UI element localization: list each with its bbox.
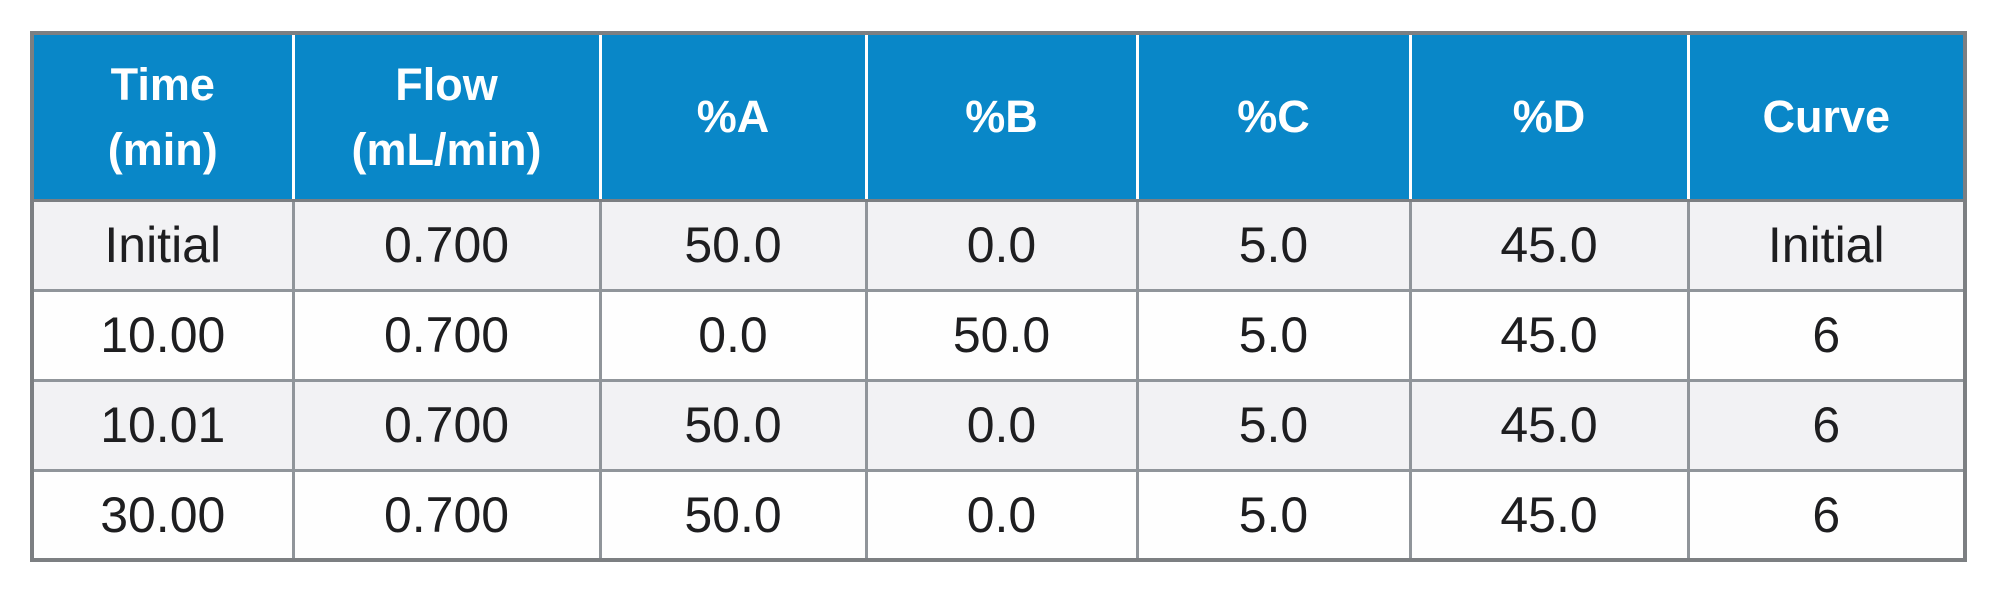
cell-flow: 0.700 — [291, 198, 602, 292]
cell-percent-b: 0.0 — [864, 198, 1139, 292]
table-row: 10.00 0.700 0.0 50.0 5.0 45.0 6 — [30, 288, 1967, 382]
column-header-percent-b: %B — [866, 33, 1139, 202]
cell-percent-d: 45.0 — [1408, 378, 1690, 472]
gradient-method-table: Time (min) Flow (mL/min) %A %B %C %D Cur… — [30, 31, 1967, 562]
cell-percent-c: 5.0 — [1135, 198, 1412, 292]
cell-flow: 0.700 — [291, 468, 602, 562]
cell-time: 30.00 — [30, 468, 295, 562]
cell-curve: Initial — [1686, 198, 1967, 292]
cell-curve: 6 — [1686, 288, 1967, 382]
cell-percent-b: 0.0 — [864, 468, 1139, 562]
column-header-time: Time (min) — [32, 33, 295, 202]
cell-percent-c: 5.0 — [1135, 468, 1412, 562]
header-row: Time (min) Flow (mL/min) %A %B %C %D Cur… — [32, 33, 1965, 202]
column-header-curve: Curve — [1688, 33, 1965, 202]
cell-percent-d: 45.0 — [1408, 288, 1690, 382]
cell-percent-a: 50.0 — [598, 378, 868, 472]
cell-curve: 6 — [1686, 378, 1967, 472]
column-header-flow: Flow (mL/min) — [293, 33, 602, 202]
cell-percent-b: 0.0 — [864, 378, 1139, 472]
cell-time: 10.01 — [30, 378, 295, 472]
cell-flow: 0.700 — [291, 288, 602, 382]
cell-percent-a: 50.0 — [598, 198, 868, 292]
cell-time: Initial — [30, 198, 295, 292]
cell-percent-b: 50.0 — [864, 288, 1139, 382]
cell-percent-c: 5.0 — [1135, 378, 1412, 472]
cell-percent-c: 5.0 — [1135, 288, 1412, 382]
cell-percent-a: 50.0 — [598, 468, 868, 562]
cell-percent-d: 45.0 — [1408, 468, 1690, 562]
cell-percent-d: 45.0 — [1408, 198, 1690, 292]
cell-flow: 0.700 — [291, 378, 602, 472]
table-row: 10.01 0.700 50.0 0.0 5.0 45.0 6 — [30, 378, 1967, 472]
cell-curve: 6 — [1686, 468, 1967, 562]
cell-time: 10.00 — [30, 288, 295, 382]
cell-percent-a: 0.0 — [598, 288, 868, 382]
table-row: 30.00 0.700 50.0 0.0 5.0 45.0 6 — [30, 468, 1967, 562]
column-header-percent-c: %C — [1137, 33, 1412, 202]
column-header-percent-d: %D — [1410, 33, 1690, 202]
column-header-percent-a: %A — [600, 33, 868, 202]
table-row: Initial 0.700 50.0 0.0 5.0 45.0 Initial — [30, 198, 1967, 292]
